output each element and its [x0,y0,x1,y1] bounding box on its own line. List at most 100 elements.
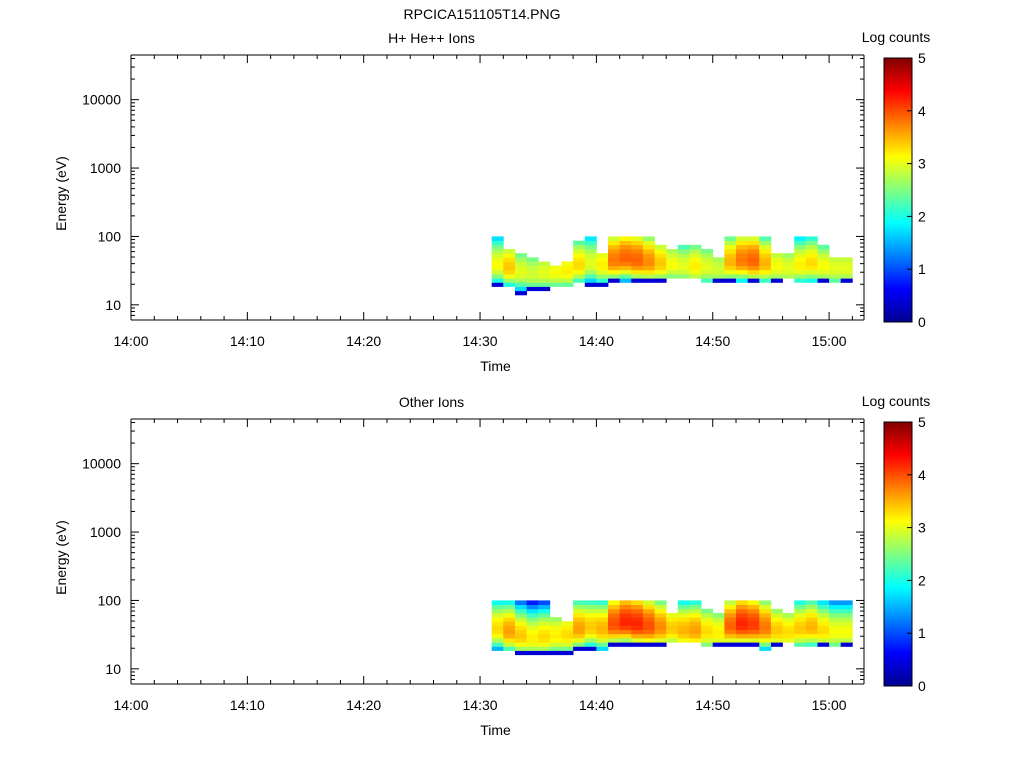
heatmap-cell [759,613,772,618]
heatmap-cell [549,617,562,622]
heatmap-cell [596,253,609,258]
heatmap-cell [689,253,702,258]
heatmap-cell [608,621,620,626]
x-tick-label: 15:00 [812,697,847,713]
heatmap-cell [689,613,702,618]
heatmap-cell [736,249,748,254]
heatmap-cell [677,253,690,258]
heatmap-cell [701,625,714,631]
heatmap-cell [724,269,737,275]
x-tick-label: 14:10 [230,697,265,713]
heatmap-cell [736,638,748,643]
heatmap-cell [515,638,527,643]
heatmap-cell [631,642,644,647]
heatmap-cell [608,613,620,618]
heatmap-cell [642,608,655,614]
x-tick-label: 14:40 [579,697,614,713]
panel-title: H+ He++ Ions [388,30,475,46]
heatmap-cell [770,269,783,275]
heatmap-cell [747,261,760,267]
heatmap-cell [689,633,702,639]
heatmap-cell [631,604,644,610]
heatmap-cell [677,244,690,250]
heatmap-cell [491,625,504,631]
heatmap-cell [642,257,655,262]
heatmap-cell [631,257,644,262]
heatmap-cell [515,261,527,267]
heatmap-cell [631,244,644,250]
heatmap-cell [759,646,772,651]
heatmap-cell [654,621,667,626]
heatmap-cell [491,274,504,279]
heatmap-cell [829,600,842,605]
heatmap-cell [584,629,597,635]
heatmap-cell [561,625,574,631]
heatmap-cell [794,278,807,283]
heatmap-cell [724,608,737,614]
heatmap-cell [724,613,737,618]
heatmap-cell [619,253,632,258]
heatmap-cell [642,240,655,246]
panel-2: Other Ions 14:00 14:10 14:20 14:30 14:40 14:50… [53,393,930,738]
heatmap-cell [677,265,690,271]
heatmap-cell [584,278,597,283]
heatmap-cell [526,608,539,614]
heatmap-cell [515,274,527,279]
heatmap-cell [642,642,655,647]
heatmap-cell [794,236,807,241]
heatmap-cell [515,604,527,610]
heatmap-cell [782,617,795,622]
heatmap-cell [491,642,504,647]
heatmap-cell [666,629,679,635]
heatmap-cell [538,261,551,267]
heatmap-cell [805,625,818,631]
heatmap-cell [736,604,748,610]
heatmap-cell [561,633,574,639]
heatmap-cell [712,257,725,262]
heatmap-cell [805,265,818,271]
heatmap-cell [573,642,586,647]
heatmap-cell [573,274,586,279]
heatmap-cell [491,261,504,267]
heatmap-cell [642,617,655,622]
heatmap-cell [526,286,539,292]
heatmap-cell [770,625,783,631]
heatmap-cell [654,608,667,614]
heatmap-cell [817,265,830,271]
heatmap-cell [701,274,714,279]
colorbar-label: Log counts [862,29,931,45]
heatmap-cell [642,629,655,635]
heatmap-cell [526,604,539,610]
heatmap-cell [515,269,527,275]
heatmap-cell [526,646,539,651]
heatmap-cell [619,240,632,246]
heatmap-cell [573,633,586,639]
heatmap-cell [549,274,562,279]
heatmap-cell [794,625,807,631]
heatmap-cell [829,617,842,622]
heatmap-cell [515,600,527,605]
y-tick-label: 10 [105,661,121,677]
heatmap-cell [759,269,772,275]
heatmap-cell [503,282,516,287]
heatmap-cell [829,269,842,275]
heatmap-cell [782,265,795,271]
heatmap-cell [736,608,748,614]
heatmap-cell [736,600,748,605]
heatmap-cell [503,249,516,254]
heatmap-cell [654,633,667,639]
heatmap-cell [759,261,772,267]
heatmap-cell [526,261,539,267]
heatmap-cell [747,642,760,647]
heatmap-cell [654,261,667,267]
heatmap-cell [573,269,586,275]
heatmap-cell [515,617,527,622]
heatmap-cell [701,642,714,647]
heatmap-cell [794,600,807,605]
heatmap-cell [736,253,748,258]
heatmap-cell [794,642,807,647]
heatmap-cell [782,261,795,267]
heatmap-cell [654,625,667,631]
heatmap-cell [759,600,772,605]
